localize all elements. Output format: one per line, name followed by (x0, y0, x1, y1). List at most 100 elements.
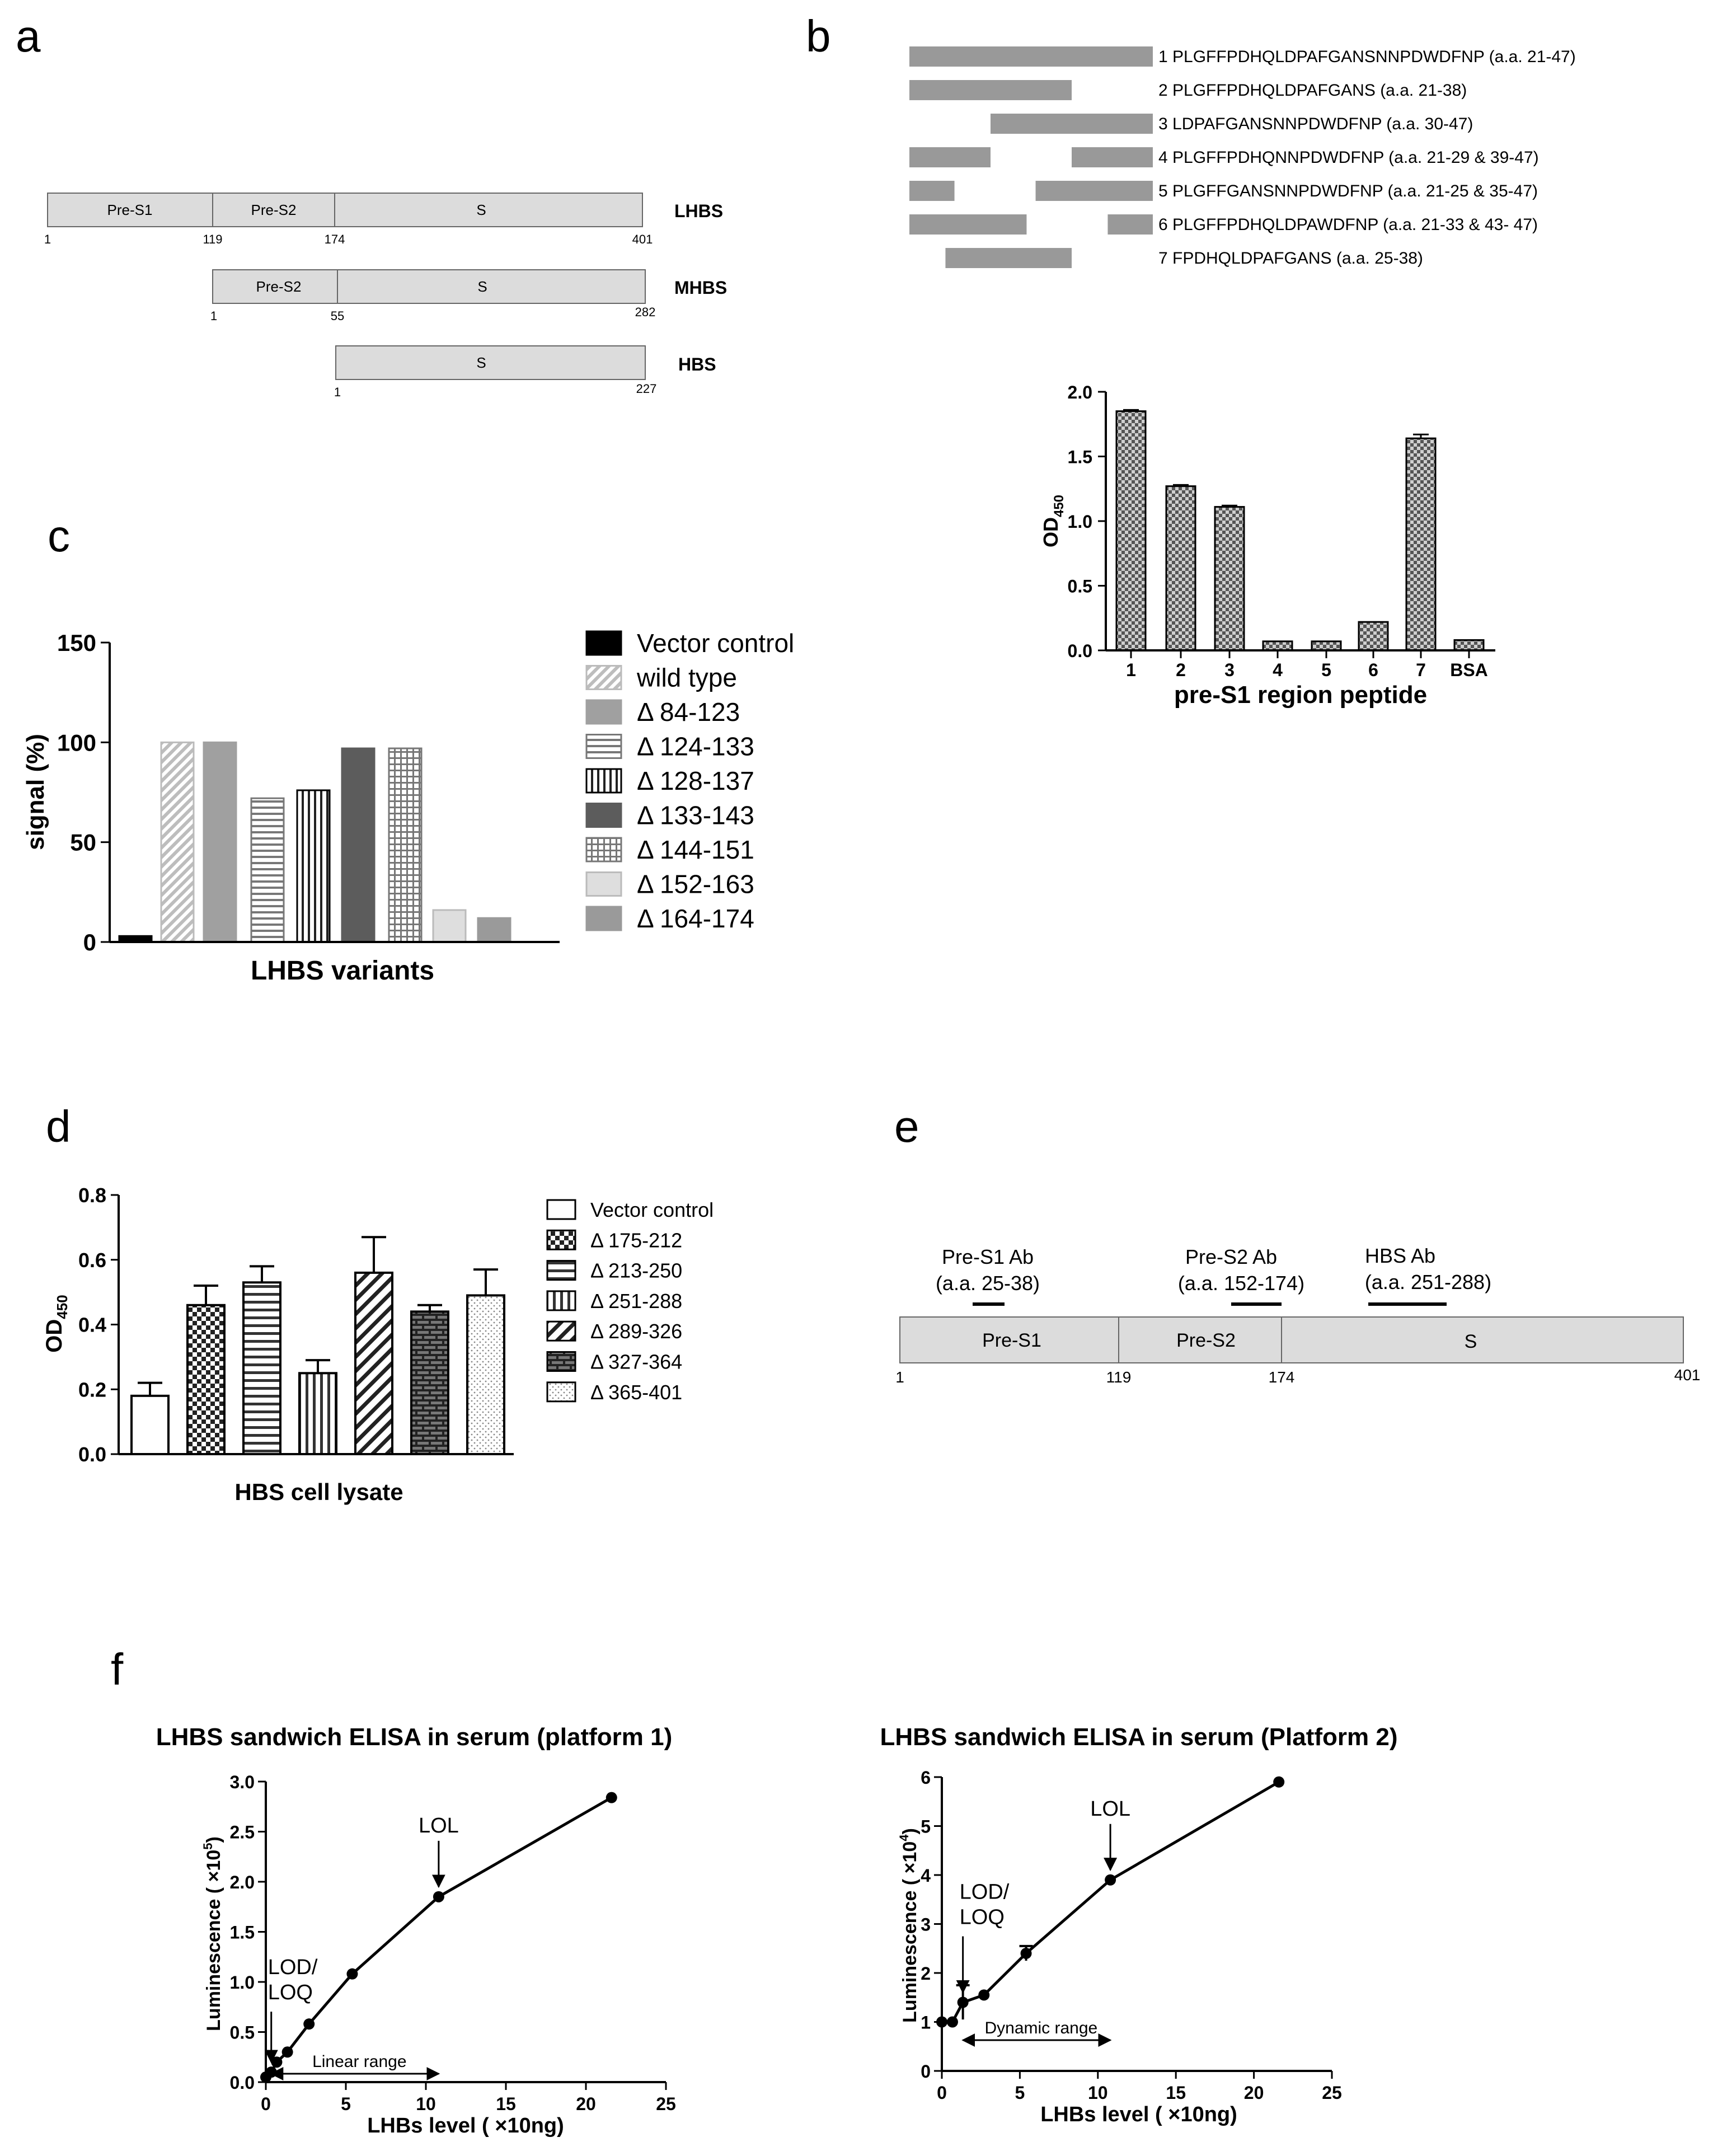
d-bars (130, 1236, 505, 1456)
b-xtick-label: 6 (1368, 660, 1378, 680)
d-y-label-main: OD (42, 1319, 67, 1353)
f2-y-label-exp: 4 (897, 1834, 911, 1841)
b-bar-4 (1262, 640, 1293, 652)
c-y-axis-label: signal (%) (22, 734, 49, 850)
c-legend-label-3: Δ 84-123 (637, 697, 740, 727)
c-ytick-label: 0 (83, 929, 96, 955)
f2-range-label: Dynamic range (984, 2019, 1097, 2037)
c-legend-swatch-1 (585, 630, 622, 656)
c-legend-swatch-3 (585, 699, 622, 725)
b-xtick-label: 4 (1273, 660, 1283, 680)
lhbs-pos-401: 401 (632, 232, 653, 246)
e-pre-s2-label: Pre-S2 (1176, 1330, 1236, 1351)
d-bar-6 (410, 1310, 449, 1456)
b-bar-7 (1405, 437, 1437, 652)
c-legend-label-7: Δ 144-151 (637, 835, 754, 864)
mhbs-pos-282: 282 (635, 305, 656, 319)
b-xtick-label: 7 (1416, 660, 1426, 680)
b-bar-1 (1115, 410, 1147, 652)
chart-c: 0 50 100 150 Vector control wild type Δ 84-12… (22, 629, 794, 986)
mhbs-pos-1: 1 (210, 309, 217, 323)
pre-s2-ab-name: Pre-S2 Ab (1185, 1245, 1277, 1268)
f1-xtick-label: 25 (656, 2094, 676, 2114)
c-legend-swatch-2 (585, 665, 622, 690)
f1-point (303, 2018, 315, 2030)
peptide-bar-6 (1107, 214, 1153, 235)
f2-point (1105, 1874, 1116, 1886)
f2-ytick-label: 0 (921, 2061, 931, 2082)
f2-xticks: 0 5 10 15 20 25 (937, 2071, 1342, 2103)
f2-xtick-label: 0 (937, 2083, 947, 2103)
c-x-axis-label: LHBS variants (251, 956, 434, 986)
lhbs-name: LHBS (674, 201, 723, 221)
f2-y-axis-label: Luminescence ( ×104) (897, 1828, 921, 2023)
mhbs-pre-s2-label: Pre-S2 (256, 278, 302, 295)
f2-annotations: LOL LOD/ LOQ Dynamic range (956, 1797, 1130, 2047)
peptide-label-7: 7 FPDHQLDPAFGANS (a.a. 25-38) (1158, 249, 1423, 268)
lhbs-pre-s1-segment (47, 193, 213, 227)
hbs-diagram: S HBS 1 227 (334, 345, 716, 399)
hbs-ab-range: (a.a. 251-288) (1365, 1271, 1491, 1293)
b-ytick-label: 0.5 (1068, 577, 1092, 597)
panel-letter-c: c (48, 511, 70, 561)
c-legend: Vector control wild type Δ 84-123 Δ 124-133… (585, 629, 794, 933)
b-bar-2 (1165, 485, 1196, 652)
lhbs-pos-1: 1 (44, 232, 51, 246)
f2-xtick-label: 15 (1166, 2083, 1186, 2103)
hbs-s-segment (335, 345, 646, 380)
chart-d: 0.0 0.2 0.4 0.6 0.8 Vector control Δ 175-212 Δ… (42, 1184, 714, 1505)
b-y-axis-label: OD450 (1039, 495, 1067, 547)
pre-s2-ab-range: (a.a. 152-174) (1178, 1272, 1304, 1295)
f1-ytick-label: 1.5 (230, 1923, 255, 1943)
b-xtick-label: 2 (1176, 660, 1186, 680)
peptide-map: 1 PLGFFPDHQLDPAFGANSNNPDWDFNP (a.a. 21-4… (909, 46, 1576, 268)
d-ytick-label: 0.0 (78, 1443, 106, 1466)
f1-point (433, 1891, 444, 1902)
f2-title: LHBS sandwich ELISA in serum (Platform 2… (880, 1723, 1398, 1751)
f1-point (271, 2056, 283, 2068)
e-pre-s1-label: Pre-S1 (982, 1330, 1041, 1351)
c-legend-swatch-8 (585, 871, 622, 897)
f1-ytick-label: 3.0 (230, 1772, 255, 1792)
b-xticks: 1 2 3 4 5 6 7 BSA (1126, 650, 1488, 680)
d-legend-swatch-5 (546, 1320, 576, 1342)
f2-y-label-main: Luminescence ( ×10 (899, 1841, 921, 2023)
f1-loq-label: LOQ (268, 1981, 313, 2004)
f2-ytick-label: 2 (921, 1963, 931, 1984)
hbs-ab-name: HBS Ab (1365, 1244, 1435, 1267)
f2-ytick-label: 6 (921, 1768, 931, 1788)
peptide-bar-2 (909, 80, 1072, 100)
f1-range-label: Linear range (312, 2052, 406, 2071)
f1-ytick-label: 2.5 (230, 1822, 255, 1843)
hbs-s-label: S (476, 354, 486, 371)
peptide-label-1: 1 PLGFFPDHQLDPAFGANSNNPDWDFNP (a.a. 21-4… (1158, 48, 1576, 66)
d-bar-1 (130, 1394, 170, 1455)
panel-letter-e: e (894, 1102, 919, 1151)
c-bar-2 (160, 741, 195, 943)
f1-y-axis-label: Luminescence ( ×105) (201, 1836, 224, 2031)
d-legend-label-2: Δ 175-212 (590, 1229, 682, 1252)
c-legend-label-5: Δ 128-137 (637, 766, 754, 795)
d-legend: Vector control Δ 175-212 Δ 213-250 Δ 251-28… (546, 1198, 714, 1404)
mhbs-pre-s2-segment (212, 269, 338, 304)
f2-point (946, 2016, 958, 2028)
hbs-name: HBS (678, 354, 716, 374)
f1-point (346, 1968, 358, 1980)
lhbs-pre-s1-label: Pre-S1 (107, 201, 153, 218)
b-ytick-label: 1.0 (1068, 512, 1092, 532)
peptide-label-5: 5 PLGFFGANSNNPDWDFNP (a.a. 21-25 & 35-47… (1158, 182, 1538, 200)
f2-xtick-label: 10 (1088, 2083, 1108, 2103)
b-xtick-label: BSA (1450, 660, 1488, 680)
panel-c: c 0 50 100 150 Vector control wild type Δ 84-… (22, 511, 794, 986)
panel-b: b 1 PLGFFPDHQLDPAFGANSNNPDWDFNP (a.a. 21… (806, 11, 1576, 709)
hbs-pos-227: 227 (636, 382, 657, 396)
c-bar-7 (388, 747, 423, 943)
e-pos-174: 174 (1269, 1368, 1295, 1386)
d-legend-label-1: Vector control (590, 1198, 714, 1221)
mhbs-name: MHBS (674, 278, 727, 298)
f1-ytick-label: 2.0 (230, 1872, 255, 1892)
f1-ytick-label: 0.0 (230, 2073, 255, 2093)
f1-y-label-end: ) (203, 1836, 224, 1843)
b-bar-6 (1358, 621, 1389, 652)
f1-point (606, 1792, 617, 1803)
